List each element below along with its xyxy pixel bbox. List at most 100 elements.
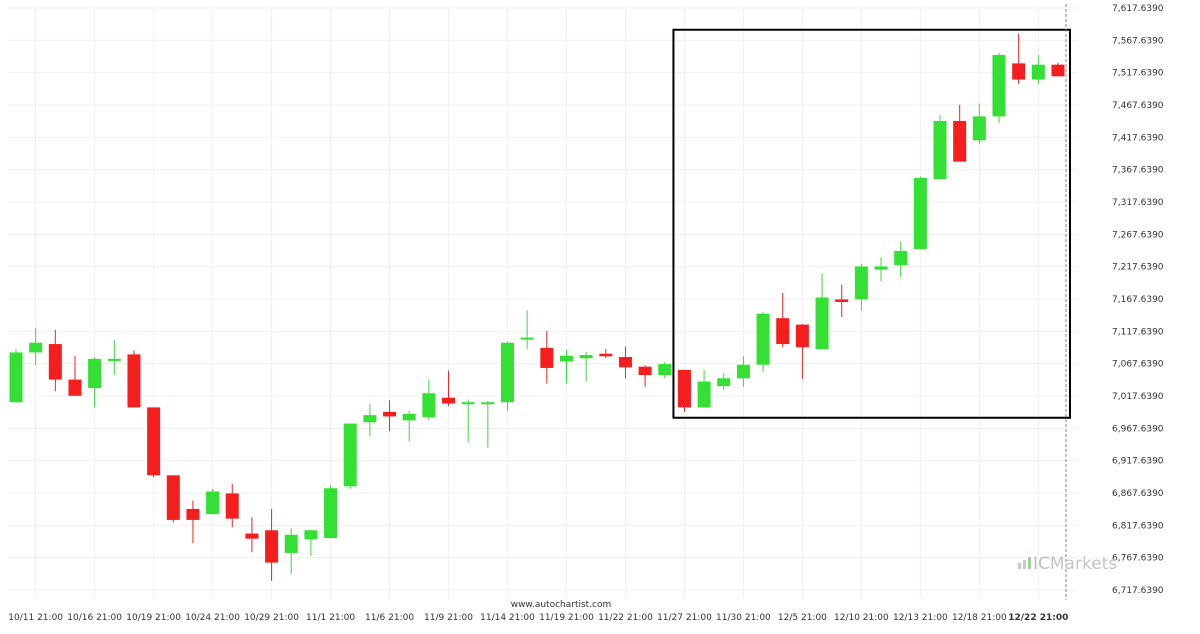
candle-body xyxy=(894,250,908,266)
candle xyxy=(638,365,652,387)
candle xyxy=(324,485,338,539)
candle xyxy=(147,407,161,478)
candle xyxy=(422,379,436,421)
candle xyxy=(874,257,888,282)
candle xyxy=(776,292,790,348)
candle-body xyxy=(265,530,279,563)
candle-body xyxy=(461,402,475,405)
candle xyxy=(520,310,534,350)
candle xyxy=(166,475,180,523)
bars-icon xyxy=(1018,557,1031,569)
y-tick-label: 6,917.6390 xyxy=(1112,457,1164,467)
x-tick-label: 11/30 21:00 xyxy=(716,613,771,623)
candle xyxy=(9,349,23,403)
candle xyxy=(795,323,809,379)
y-tick-label: 7,317.6390 xyxy=(1112,198,1164,208)
candle xyxy=(677,369,691,412)
x-axis: 10/11 21:00 10/16 21:00 10/19 21:00 10/24 2… xyxy=(8,613,1068,623)
candle-body xyxy=(638,366,652,376)
candle xyxy=(894,241,908,277)
candle-body xyxy=(304,530,318,540)
candle xyxy=(88,356,102,408)
candle-body xyxy=(913,177,927,249)
x-tick-label: 10/11 21:00 xyxy=(8,613,63,623)
candle xyxy=(107,340,121,376)
candle-body xyxy=(363,415,377,423)
candle-body xyxy=(736,364,750,379)
candle xyxy=(501,341,514,411)
candle-body xyxy=(697,381,711,408)
x-tick-label: 10/16 21:00 xyxy=(67,613,122,623)
candle xyxy=(972,103,986,145)
candle-body xyxy=(383,411,397,417)
candle xyxy=(756,312,770,372)
candle xyxy=(1012,33,1026,85)
source-label: www.autochartist.com xyxy=(511,600,612,610)
candle-body xyxy=(166,475,180,520)
y-tick-label: 7,567.6390 xyxy=(1112,36,1164,46)
candle xyxy=(854,263,868,311)
y-tick-label: 6,867.6390 xyxy=(1112,489,1164,499)
candle-body xyxy=(68,379,82,396)
x-tick-label: 11/19 21:00 xyxy=(539,613,594,623)
candle-body xyxy=(481,402,495,405)
candle-body xyxy=(874,266,888,270)
candle xyxy=(913,176,927,249)
candle-body xyxy=(29,342,43,353)
candle-body xyxy=(422,393,436,418)
y-tick-label: 7,367.6390 xyxy=(1112,166,1164,176)
candle-body xyxy=(48,344,62,380)
candle xyxy=(48,329,62,392)
y-tick-label: 7,017.6390 xyxy=(1112,392,1164,402)
candle-body xyxy=(1051,64,1065,77)
candle xyxy=(658,362,672,379)
y-tick-label: 7,067.6390 xyxy=(1112,360,1164,370)
candle xyxy=(1031,54,1045,85)
candle xyxy=(383,400,397,432)
candle xyxy=(225,483,239,528)
y-tick-label: 7,267.6390 xyxy=(1112,230,1164,240)
x-tick-label: 10/29 21:00 xyxy=(244,613,299,623)
candle xyxy=(265,508,279,581)
candle-body xyxy=(776,318,790,345)
y-axis: 7,617.6390 7,567.6390 7,517.6390 7,467.6390… xyxy=(1112,4,1164,596)
candle-body xyxy=(147,407,161,476)
x-tick-label: 11/27 21:00 xyxy=(657,613,712,623)
candle-body xyxy=(717,378,731,387)
candle xyxy=(736,356,750,387)
y-tick-label: 6,717.6390 xyxy=(1112,586,1164,596)
overlays xyxy=(672,4,1071,600)
candle xyxy=(206,488,220,515)
y-tick-label: 6,817.6390 xyxy=(1112,521,1164,531)
candle xyxy=(284,528,298,574)
candle-body xyxy=(324,488,338,539)
candle xyxy=(835,284,849,317)
candle xyxy=(402,410,416,442)
candle xyxy=(186,500,200,544)
candle-body xyxy=(854,266,868,300)
y-tick-label: 7,617.6390 xyxy=(1112,4,1164,14)
candle-body xyxy=(402,413,416,421)
candle-body xyxy=(815,297,829,350)
candle xyxy=(29,327,43,366)
candle xyxy=(245,517,259,553)
pattern-box xyxy=(672,28,1071,419)
candle xyxy=(343,423,357,489)
y-tick-label: 6,767.6390 xyxy=(1112,554,1164,564)
watermark-suffix: Markets xyxy=(1050,554,1117,574)
candle-body xyxy=(107,358,121,361)
x-tick-label: 11/9 21:00 xyxy=(424,613,473,623)
candle-body xyxy=(795,324,809,348)
x-tick-label: 12/10 21:00 xyxy=(834,613,889,623)
candle-body xyxy=(972,116,986,141)
x-tick-label: 12/5 21:00 xyxy=(778,613,827,623)
candle-body xyxy=(756,313,770,365)
candle-body xyxy=(284,534,298,553)
watermark-prefix: IC xyxy=(1033,554,1050,574)
candle-body xyxy=(520,337,534,340)
candle-body xyxy=(442,397,456,404)
candle-body xyxy=(677,369,691,408)
candle xyxy=(461,399,475,443)
